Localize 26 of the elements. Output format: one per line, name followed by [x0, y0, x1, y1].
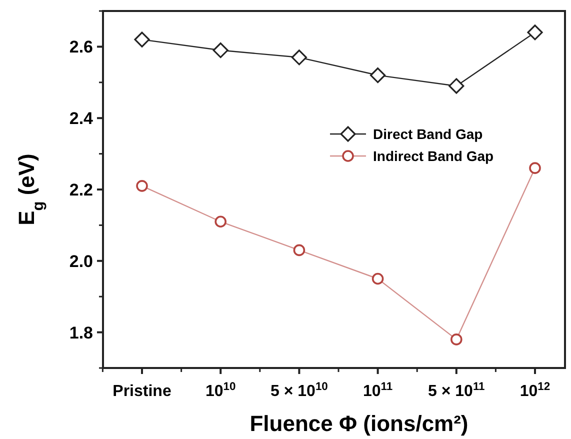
point	[370, 67, 386, 84]
point	[529, 162, 541, 174]
point	[527, 24, 543, 40]
y-tick-label: 2.2	[69, 180, 93, 200]
point	[214, 216, 226, 228]
x-tick-label: 10$^{11}$	[362, 381, 393, 400]
point	[291, 50, 307, 66]
x-axis-title: Fluence Φ (ions/cm²)	[250, 411, 468, 436]
legend-label: Indirect Band Gap	[373, 148, 494, 164]
point	[212, 42, 228, 58]
point	[450, 334, 462, 346]
legend-label: Direct Band Gap	[373, 126, 483, 142]
point	[293, 244, 306, 256]
x-tick-label: Pristine	[112, 383, 172, 400]
point	[448, 78, 464, 94]
y-tick-label: 1.8	[69, 323, 93, 342]
y-tick-label: 2.4	[69, 109, 94, 128]
y-tick-label: 2.0	[69, 252, 93, 271]
x-tick-label: 10$^{12}$	[520, 381, 550, 400]
point	[134, 32, 150, 48]
x-tick-label: 5 × 10$^{10}$	[270, 381, 328, 400]
x-tick-label: 5 × 10$^{11}$	[428, 381, 485, 400]
y-tick-label: 2.6	[69, 38, 93, 57]
x-tick-label: 10$^{10}$	[205, 381, 236, 400]
point	[136, 180, 148, 192]
point	[372, 272, 384, 285]
